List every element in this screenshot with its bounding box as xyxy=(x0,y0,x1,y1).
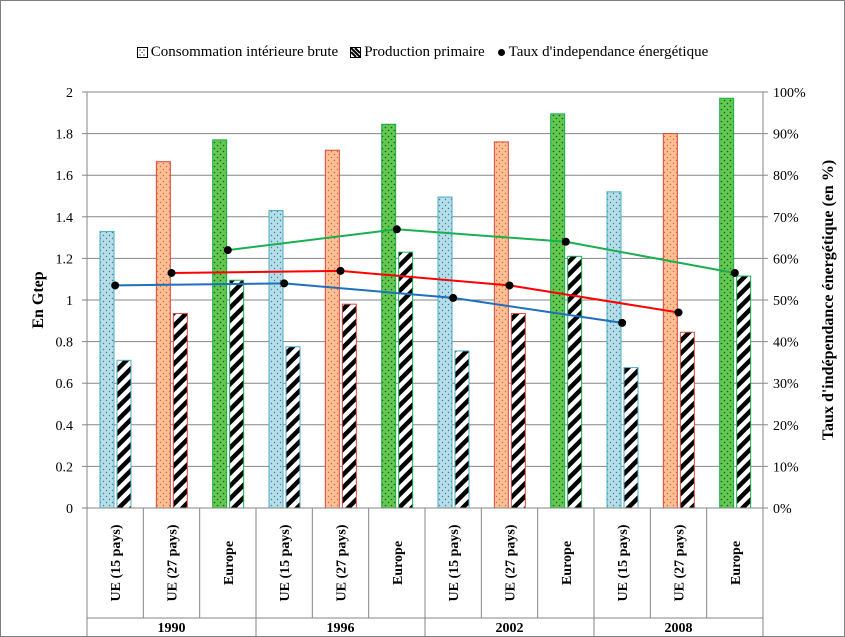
bar-consommation-1996-europe xyxy=(381,123,397,509)
bar-consommation-2002-ue-27-pays xyxy=(493,141,509,509)
y-tick-label: 1.4 xyxy=(56,211,74,226)
bar-production-2008-europe xyxy=(736,275,752,509)
bar-consommation-1990-europe xyxy=(212,139,228,509)
y-tick-label: 0 xyxy=(66,502,73,517)
bar-consommation-1990-ue-27-pays xyxy=(155,161,171,509)
y-axis-label: En Gtep xyxy=(30,271,47,328)
legend-item-consommation: Consommation intérieure brute xyxy=(136,43,339,61)
y-tick-label: 2 xyxy=(66,86,73,101)
bar-consommation-2002-europe xyxy=(550,113,566,509)
ratio-point-ue-15-pays-2008 xyxy=(618,318,627,327)
bar-consommation-2008-ue-15-pays xyxy=(606,191,622,509)
bar-production-1990-europe xyxy=(229,279,245,509)
year-label-2002: 2002 xyxy=(496,621,524,636)
ratio-point-europe-2002 xyxy=(561,237,570,246)
category-label-ue-27-pays: UE (27 pays) xyxy=(673,524,688,601)
legend-item-production: Production primaire xyxy=(350,43,485,61)
ratio-point-europe-1990 xyxy=(223,246,232,255)
y-tick-label: 0.2 xyxy=(56,460,74,475)
bar-production-1996-ue-27-pays xyxy=(341,303,357,509)
bar-production-1990-ue-15-pays xyxy=(116,359,132,509)
year-label-1990: 1990 xyxy=(158,621,186,636)
axes: 00.20.40.60.811.21.41.61.820%10%20%30%40… xyxy=(56,86,806,637)
y2-tick-label: 20% xyxy=(773,419,799,434)
y-tick-label: 1.6 xyxy=(56,169,74,184)
bar-consommation-2008-ue-27-pays xyxy=(662,133,678,509)
y-tick-label: 0.8 xyxy=(56,336,74,351)
ratio-point-europe-2008 xyxy=(730,268,739,277)
category-label-ue-15-pays: UE (15 pays) xyxy=(616,524,631,601)
ratio-line-ue-27-pays xyxy=(171,269,679,314)
bar-consommation-1990-ue-15-pays xyxy=(99,230,115,509)
legend-swatch-striped xyxy=(350,46,362,58)
y2-tick-label: 70% xyxy=(773,211,799,226)
ratio-point-ue-15-pays-1996 xyxy=(280,279,289,288)
y-tick-label: 1.8 xyxy=(56,128,74,143)
legend-item-taux: Taux d'independance énergétique xyxy=(497,43,709,61)
bar-production-1996-ue-15-pays xyxy=(285,346,301,509)
gridlines xyxy=(87,91,763,467)
bar-production-1996-europe xyxy=(398,251,414,509)
legend-swatch-dotted xyxy=(136,46,148,58)
y2-tick-label: 50% xyxy=(773,294,799,309)
category-label-ue-15-pays: UE (15 pays) xyxy=(278,524,293,601)
y-tick-label: 1 xyxy=(66,294,73,309)
y2-tick-label: 10% xyxy=(773,460,799,475)
legend-marker-dot xyxy=(497,48,505,56)
y-tick-label: 1.2 xyxy=(56,252,74,267)
category-label-europe: Europe xyxy=(560,541,575,585)
category-label-ue-27-pays: UE (27 pays) xyxy=(166,524,181,601)
category-label-ue-27-pays: UE (27 pays) xyxy=(335,524,350,601)
y2-tick-label: 100% xyxy=(773,86,806,101)
y2-tick-label: 60% xyxy=(773,252,799,267)
y2-tick-label: 30% xyxy=(773,377,799,392)
ratio-point-ue-27-pays-2008 xyxy=(674,308,683,317)
bar-consommation-1996-ue-15-pays xyxy=(268,210,284,509)
category-label-ue-15-pays: UE (15 pays) xyxy=(109,524,124,601)
y2-axis-label: Taux d'indépendance énergétique (en %) xyxy=(820,160,837,440)
ratio-point-europe-1996 xyxy=(392,225,401,234)
ratio-point-ue-27-pays-1990 xyxy=(167,268,176,277)
bar-consommation-2002-ue-15-pays xyxy=(437,196,453,509)
ratio-line-europe xyxy=(227,228,735,274)
y2-tick-label: 80% xyxy=(773,169,799,184)
bars xyxy=(99,97,752,509)
y-tick-label: 0.4 xyxy=(56,419,74,434)
ratio-point-ue-15-pays-1990 xyxy=(111,281,120,290)
legend-label-production: Production primaire xyxy=(364,43,485,60)
y2-tick-label: 0% xyxy=(773,502,792,517)
year-label-2008: 2008 xyxy=(665,621,693,636)
chart-legend: Consommation intérieure brute Production… xyxy=(0,42,845,62)
category-label-europe: Europe xyxy=(222,541,237,585)
bar-production-2002-ue-27-pays xyxy=(510,313,526,509)
ratio-point-ue-27-pays-2002 xyxy=(505,281,514,290)
bar-production-2008-ue-27-pays xyxy=(679,331,695,509)
bar-production-1990-ue-27-pays xyxy=(172,313,188,509)
bar-production-2002-ue-15-pays xyxy=(454,350,470,509)
category-label-ue-27-pays: UE (27 pays) xyxy=(504,524,519,601)
ratio-point-ue-27-pays-1996 xyxy=(336,266,345,275)
category-label-ue-15-pays: UE (15 pays) xyxy=(447,524,462,601)
bar-consommation-2008-europe xyxy=(719,97,735,509)
bar-consommation-1996-ue-27-pays xyxy=(324,149,340,509)
legend-label-consommation: Consommation intérieure brute xyxy=(150,43,339,60)
legend-label-taux: Taux d'independance énergétique xyxy=(508,43,709,60)
y2-tick-label: 40% xyxy=(773,336,799,351)
y-tick-label: 0.6 xyxy=(56,377,74,392)
ratio-line-ue-15-pays xyxy=(115,282,623,324)
ratio-point-ue-15-pays-2002 xyxy=(449,293,458,302)
bar-production-2008-ue-15-pays xyxy=(623,367,639,509)
ratio-lines xyxy=(111,225,739,327)
category-label-europe: Europe xyxy=(729,541,744,585)
y2-tick-label: 90% xyxy=(773,128,799,143)
year-label-1996: 1996 xyxy=(327,621,355,636)
category-label-europe: Europe xyxy=(391,541,406,585)
